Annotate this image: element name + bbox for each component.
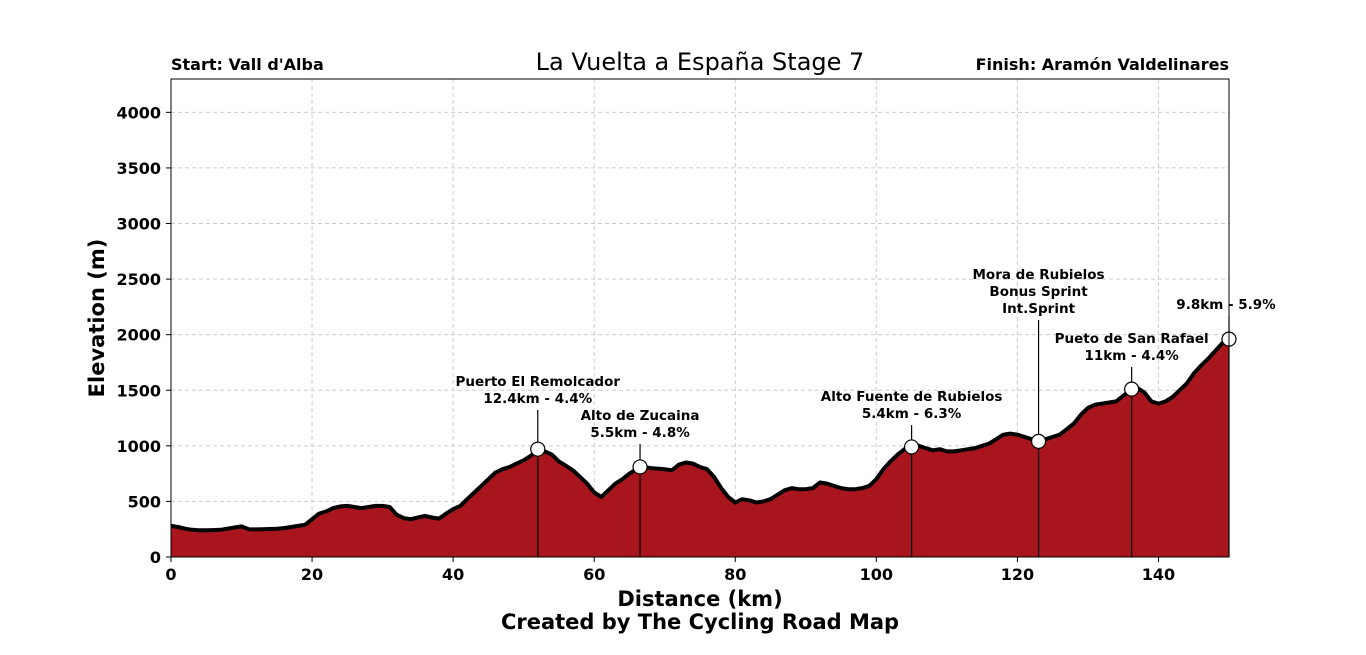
climb-marker (632, 459, 648, 475)
elevation-line (170, 337, 1231, 533)
climb-label: 5.4km - 6.3% (862, 406, 962, 422)
climb-label: 9.8km - 5.9% (1176, 297, 1276, 313)
climb-label: Mora de Rubielos (973, 267, 1105, 283)
climb-label: Puerto El Remolcador (456, 374, 621, 390)
climb-label: Alto de Zucaina (581, 408, 700, 424)
climb-marker (1124, 381, 1140, 397)
y-tick-label: 3000 (116, 215, 161, 234)
x-tick-label: 60 (583, 565, 605, 584)
y-tick-label: 3500 (116, 159, 161, 178)
plot-frame (170, 78, 1230, 558)
y-tick-label: 4000 (116, 103, 161, 122)
climb-label: 12.4km - 4.4% (483, 391, 592, 407)
x-tick-label: 140 (1142, 565, 1175, 584)
y-axis-label: Elevation (m) (85, 239, 109, 398)
x-tick-label: 120 (1001, 565, 1034, 584)
x-axis-ticks: 0 20 40 60 80 100 120 140 (165, 557, 1175, 584)
y-tick-label: 1000 (116, 437, 161, 456)
climb-label: Alto Fuente de Rubielos (821, 389, 1003, 405)
x-tick-label: 80 (724, 565, 746, 584)
y-axis-ticks: 0 500 1000 1500 2000 2500 3000 3500 4000 (116, 103, 171, 567)
finish-label: Finish: Aramón Valdelinares (976, 55, 1229, 74)
climb-label: 11km - 4.4% (1085, 348, 1180, 364)
start-label: Start: Vall d'Alba (171, 55, 324, 74)
climb-label: Bonus Sprint (989, 284, 1088, 300)
climb-label: 5.5km - 4.8% (590, 425, 690, 441)
credit-label: Created by The Cycling Road Map (501, 610, 899, 634)
x-tick-label: 20 (301, 565, 323, 584)
climb-marker (903, 439, 920, 455)
x-tick-label: 0 (165, 565, 176, 584)
y-tick-label: 500 (128, 492, 161, 511)
climb-label: Int.Sprint (1002, 301, 1075, 317)
elevation-area (171, 339, 1229, 557)
climb-marker (530, 441, 546, 457)
climb-label: Pueto de San Rafael (1055, 331, 1209, 347)
x-tick-label: 40 (442, 565, 464, 584)
y-tick-label: 0 (150, 548, 161, 567)
chart-title: La Vuelta a España Stage 7 (536, 48, 865, 76)
y-tick-label: 2000 (116, 326, 161, 345)
x-axis-label: Distance (km) (617, 587, 782, 611)
x-tick-label: 100 (860, 565, 893, 584)
climb-marker (1030, 433, 1047, 449)
y-tick-label: 1500 (116, 381, 161, 400)
y-tick-label: 2500 (116, 270, 161, 289)
